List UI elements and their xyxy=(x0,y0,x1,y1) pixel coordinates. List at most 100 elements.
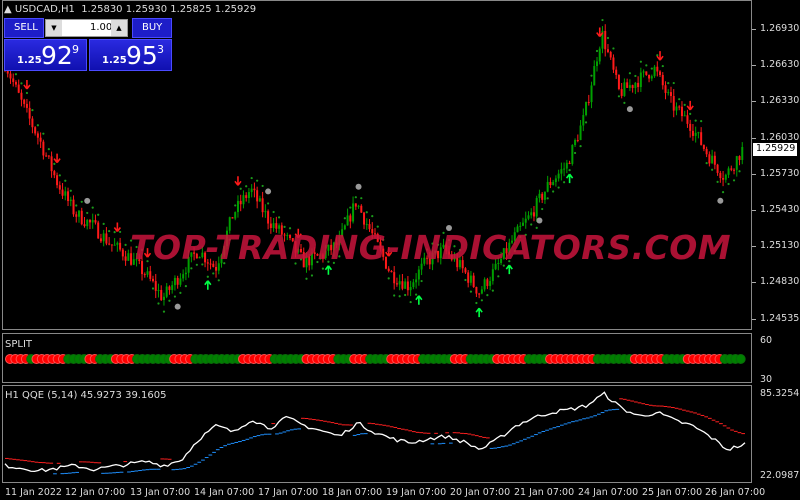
candle-body xyxy=(39,137,42,142)
candle-body xyxy=(127,253,130,261)
candle-body xyxy=(609,51,612,58)
sar-dot xyxy=(305,277,308,280)
buy-arrow-icon xyxy=(324,265,333,275)
candle-body xyxy=(143,274,146,276)
signal-dot xyxy=(174,303,181,310)
increase-lot-button[interactable]: ▲ xyxy=(111,20,127,36)
signal-dot xyxy=(626,106,633,113)
sar-dot xyxy=(288,227,292,230)
candle-body xyxy=(552,181,555,185)
candle-body xyxy=(478,293,481,295)
candle-body xyxy=(656,66,659,72)
candle-body xyxy=(522,222,524,226)
candle-body xyxy=(653,66,656,77)
buy-button[interactable]: BUY xyxy=(132,18,172,38)
candle-body xyxy=(727,168,730,175)
sar-dot xyxy=(25,91,29,95)
candle-body xyxy=(316,253,319,256)
price-tick xyxy=(752,101,756,103)
candle-body xyxy=(445,244,448,252)
qqe-main-line xyxy=(4,391,746,473)
sar-dot xyxy=(223,262,226,265)
split-label: SPLIT xyxy=(5,339,33,350)
candle-body xyxy=(64,191,67,196)
candle-body xyxy=(226,230,228,247)
candle-body xyxy=(69,199,72,202)
candle-body xyxy=(645,71,648,75)
candle-body xyxy=(467,272,470,283)
candle-body xyxy=(598,48,601,62)
signal-dot xyxy=(265,188,272,195)
collapse-icon[interactable]: ▲ xyxy=(4,4,15,15)
candle-body xyxy=(341,229,344,237)
sar-dot xyxy=(294,262,297,265)
candle-body xyxy=(576,139,579,141)
decrease-lot-button[interactable]: ▼ xyxy=(46,20,62,36)
candle-body xyxy=(532,212,535,217)
buy-price[interactable]: 1.25 95 3 xyxy=(89,39,172,71)
sar-dot xyxy=(102,222,105,225)
candle-body xyxy=(486,279,489,286)
sar-dot xyxy=(557,186,560,189)
sar-dot xyxy=(86,211,89,215)
candle-body xyxy=(371,229,374,234)
candle-body xyxy=(228,217,231,231)
sar-dot xyxy=(606,36,610,40)
sell-arrow-icon xyxy=(686,100,694,111)
sell-arrow-icon xyxy=(234,176,242,186)
sar-dot xyxy=(623,101,626,104)
sar-dot xyxy=(661,64,664,68)
candle-body xyxy=(78,210,80,217)
candle-body xyxy=(453,257,456,260)
candle-body xyxy=(423,257,426,264)
candle-body xyxy=(626,82,629,88)
candle-body xyxy=(242,195,245,205)
candle-body xyxy=(313,252,316,254)
sar-dot xyxy=(64,179,67,182)
candle-body xyxy=(278,225,281,229)
candle-body xyxy=(606,49,609,52)
candle-body xyxy=(17,84,20,93)
sar-dot xyxy=(267,202,270,205)
sell-price[interactable]: 1.25 92 9 xyxy=(4,39,87,71)
candle-body xyxy=(404,281,407,289)
candle-body xyxy=(56,175,59,186)
candle-body xyxy=(617,74,620,90)
candle-body xyxy=(286,235,289,237)
split-axis-min: 30 xyxy=(760,374,773,385)
candle-body xyxy=(20,92,23,100)
sar-dot xyxy=(239,187,242,190)
signal-dot xyxy=(446,224,452,231)
candle-body xyxy=(110,244,113,246)
candle-body xyxy=(138,259,141,262)
candle-body xyxy=(475,286,478,294)
candle-body xyxy=(659,71,662,76)
price-tick xyxy=(752,210,756,211)
candle-body xyxy=(694,132,697,136)
sar-dot xyxy=(447,238,451,242)
sell-arrow-icon xyxy=(385,247,393,257)
sar-dot xyxy=(157,302,160,305)
sar-dot xyxy=(513,249,516,253)
sar-dot xyxy=(546,197,549,200)
candle-body xyxy=(469,275,472,283)
sar-dot xyxy=(716,180,719,183)
sar-dot xyxy=(250,176,253,180)
candle-body xyxy=(458,260,461,268)
candle-body xyxy=(330,244,333,251)
sar-dot xyxy=(80,200,83,203)
symbol: USDCAD,H1 xyxy=(14,4,75,15)
candle-body xyxy=(247,192,250,198)
candle-body xyxy=(494,263,497,270)
candle-body xyxy=(335,242,338,246)
candle-body xyxy=(195,253,198,259)
candle-body xyxy=(568,162,571,164)
sell-button[interactable]: SELL xyxy=(4,18,44,38)
sar-dot xyxy=(393,294,396,297)
candle-body xyxy=(376,233,379,242)
candle-body xyxy=(154,281,157,291)
lot-input[interactable]: 1.00 xyxy=(90,22,113,33)
candle-body xyxy=(116,242,119,245)
candle-body xyxy=(171,285,174,290)
candle-body xyxy=(661,75,664,86)
